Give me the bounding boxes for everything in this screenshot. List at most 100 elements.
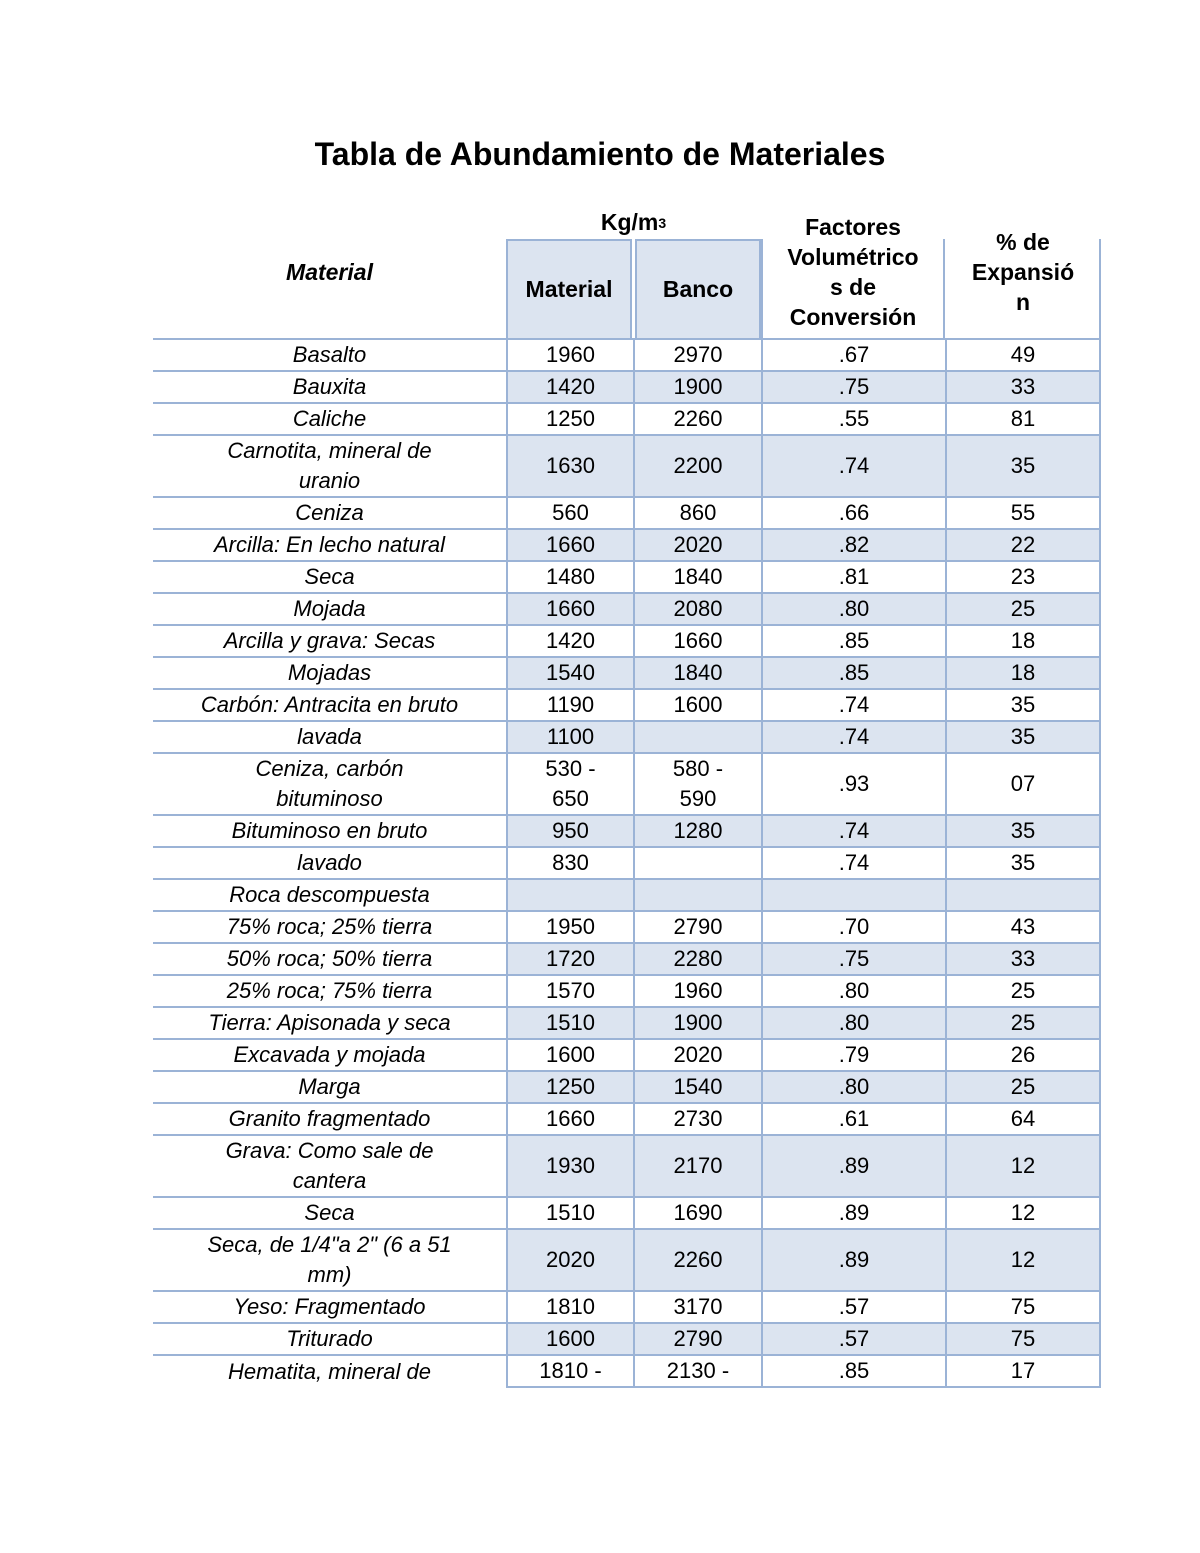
banco-kg-cell: 2790: [633, 1324, 761, 1356]
table-row: Seca 1480 1840 .81 23: [153, 562, 1101, 594]
expansion-percent-cell: 25: [945, 1072, 1101, 1104]
banco-kg-cell: 2260: [633, 404, 761, 436]
expansion-percent-cell: 12: [945, 1230, 1101, 1292]
expansion-percent-cell: 35: [945, 848, 1101, 880]
expansion-percent-cell: 23: [945, 562, 1101, 594]
table-row: Excavada y mojada 1600 2020 .79 26: [153, 1040, 1101, 1072]
banco-kg-cell: 1960: [633, 976, 761, 1008]
conversion-factor-cell: .67: [761, 340, 945, 372]
material-name-cell: 25% roca; 75% tierra: [153, 976, 506, 1008]
conversion-factor-cell: .70: [761, 912, 945, 944]
header-sub-banco: Banco: [635, 239, 761, 338]
conversion-factor-cell: .61: [761, 1104, 945, 1136]
conversion-factor-cell: .85: [761, 658, 945, 690]
conversion-factor-cell: .81: [761, 562, 945, 594]
expansion-percent-cell: 12: [945, 1198, 1101, 1230]
material-name-cell: Bauxita: [153, 372, 506, 404]
table-row: Hematita, mineral de 1810 - 2130 - .85 1…: [153, 1356, 1101, 1388]
expansion-percent-cell: 18: [945, 626, 1101, 658]
expansion-percent-cell: 64: [945, 1104, 1101, 1136]
table-row: Bituminoso en bruto 950 1280 .74 35: [153, 816, 1101, 848]
material-kg-cell: 1600: [506, 1324, 633, 1356]
header-expansion-border: [945, 239, 1101, 338]
banco-kg-cell: 1600: [633, 690, 761, 722]
table-row: Ceniza 560 860 .66 55: [153, 498, 1101, 530]
table-row: lavado 830 .74 35: [153, 848, 1101, 880]
banco-kg-cell: 2730: [633, 1104, 761, 1136]
header-kg-group: Kg/m 3 Material Banco: [506, 206, 761, 338]
table-row: Basalto 1960 2970 .67 49: [153, 340, 1101, 372]
material-name-cell: Mojadas: [153, 658, 506, 690]
banco-kg-cell: 2260: [633, 1230, 761, 1292]
material-name-cell: Ceniza: [153, 498, 506, 530]
materials-table: Material Kg/m 3 Material Banco Factores V…: [153, 206, 1101, 1388]
material-name-cell: 75% roca; 25% tierra: [153, 912, 506, 944]
table-row: Triturado 1600 2790 .57 75: [153, 1324, 1101, 1356]
banco-kg-cell: 2020: [633, 1040, 761, 1072]
expansion-percent-cell: 25: [945, 594, 1101, 626]
material-kg-cell: 1190: [506, 690, 633, 722]
page-title: Tabla de Abundamiento de Materiales: [314, 136, 886, 172]
material-kg-cell: 1540: [506, 658, 633, 690]
table-row: Seca 1510 1690 .89 12: [153, 1198, 1101, 1230]
material-kg-cell: 560: [506, 498, 633, 530]
material-name-cell: Carbón: Antracita en bruto: [153, 690, 506, 722]
conversion-factor-cell: .74: [761, 848, 945, 880]
table-row: Mojadas 1540 1840 .85 18: [153, 658, 1101, 690]
banco-kg-cell: 1690: [633, 1198, 761, 1230]
kg-unit-text: Kg/m: [600, 209, 659, 235]
header-subrow: Material Banco: [506, 239, 761, 338]
expansion-percent-cell: 25: [945, 976, 1101, 1008]
table-row: Marga 1250 1540 .80 25: [153, 1072, 1101, 1104]
expansion-percent-cell: 75: [945, 1292, 1101, 1324]
expansion-percent-cell: 26: [945, 1040, 1101, 1072]
conversion-factor-cell: .74: [761, 816, 945, 848]
expansion-percent-cell: [945, 880, 1101, 912]
table-row: Arcilla: En lecho natural 1660 2020 .82 …: [153, 530, 1101, 562]
material-kg-cell: 1100: [506, 722, 633, 754]
header-expansion-column: % de Expansió n: [945, 206, 1101, 338]
material-kg-cell: 1660: [506, 530, 633, 562]
banco-kg-cell: [633, 722, 761, 754]
material-kg-cell: 1810: [506, 1292, 633, 1324]
conversion-factor-cell: .79: [761, 1040, 945, 1072]
banco-kg-cell: 1540: [633, 1072, 761, 1104]
material-kg-cell: [506, 880, 633, 912]
banco-kg-cell: 2080: [633, 594, 761, 626]
table-row: Carbón: Antracita en bruto 1190 1600 .74…: [153, 690, 1101, 722]
conversion-factor-cell: .89: [761, 1198, 945, 1230]
expansion-percent-cell: 35: [945, 722, 1101, 754]
banco-kg-cell: 2170: [633, 1136, 761, 1198]
banco-kg-cell: 1840: [633, 562, 761, 594]
header-sub-material: Material: [506, 239, 632, 338]
expansion-percent-cell: 35: [945, 436, 1101, 498]
material-name-cell: Bituminoso en bruto: [153, 816, 506, 848]
conversion-factor-cell: .74: [761, 690, 945, 722]
conversion-factor-cell: .80: [761, 1072, 945, 1104]
expansion-percent-cell: 12: [945, 1136, 1101, 1198]
material-name-cell: Ceniza, carbón bituminoso: [153, 754, 506, 816]
conversion-factor-cell: [761, 880, 945, 912]
material-kg-cell: 1960: [506, 340, 633, 372]
material-name-cell: Mojada: [153, 594, 506, 626]
conversion-factor-cell: .93: [761, 754, 945, 816]
expansion-percent-cell: 35: [945, 690, 1101, 722]
conversion-factor-cell: .85: [761, 1356, 945, 1388]
table-row: Arcilla y grava: Secas 1420 1660 .85 18: [153, 626, 1101, 658]
material-name-cell: Seca: [153, 1198, 506, 1230]
banco-kg-cell: 3170: [633, 1292, 761, 1324]
material-name-cell: Roca descompuesta: [153, 880, 506, 912]
material-name-cell: Excavada y mojada: [153, 1040, 506, 1072]
conversion-factor-cell: .80: [761, 1008, 945, 1040]
expansion-percent-cell: 33: [945, 372, 1101, 404]
banco-kg-cell: 860: [633, 498, 761, 530]
material-kg-cell: 1950: [506, 912, 633, 944]
table-row: Bauxita 1420 1900 .75 33: [153, 372, 1101, 404]
header-expansion-label: % de Expansió n: [971, 229, 1075, 315]
material-name-cell: Granito fragmentado: [153, 1104, 506, 1136]
material-kg-cell: 1930: [506, 1136, 633, 1198]
conversion-factor-cell: .57: [761, 1292, 945, 1324]
banco-kg-cell: 1280: [633, 816, 761, 848]
material-kg-cell: 1480: [506, 562, 633, 594]
